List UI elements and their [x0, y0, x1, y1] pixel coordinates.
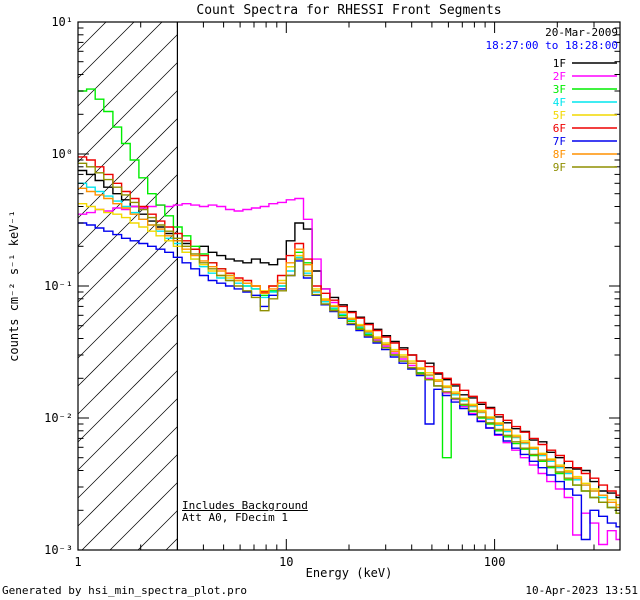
- note-attenuator-state: Att A0, FDecim 1: [182, 511, 288, 524]
- legend-label-5F: 5F: [553, 109, 566, 122]
- series-line-5F: [78, 203, 620, 506]
- series-line-8F: [78, 187, 620, 509]
- legend-label-8F: 8F: [553, 148, 566, 161]
- legend-label-2F: 2F: [553, 70, 566, 83]
- series-line-9F: [78, 162, 620, 514]
- y-tick-label: 10⁻²: [44, 411, 73, 425]
- legend-label-6F: 6F: [553, 122, 566, 135]
- observation-time-range: 18:27:00 to 18:28:00: [485, 39, 618, 52]
- legend-label-3F: 3F: [553, 83, 566, 96]
- observation-date: 20-Mar-2009: [545, 26, 618, 39]
- x-axis-label: Energy (keV): [305, 566, 393, 580]
- y-tick-label: 10⁻¹: [44, 279, 73, 293]
- legend-label-9F: 9F: [553, 161, 566, 174]
- legend-label-4F: 4F: [553, 96, 566, 109]
- series-line-2F: [78, 197, 620, 546]
- axes: 1 10 100 10¹ 10⁰ 10⁻¹ 10⁻² 10⁻³: [44, 15, 621, 569]
- series-line-3F: [78, 88, 620, 514]
- x-tick-label: 100: [484, 555, 506, 569]
- legend-label-7F: 7F: [553, 135, 566, 148]
- hatch-region: [78, 22, 178, 550]
- legend-label-1F: 1F: [553, 57, 566, 70]
- generator-credit: Generated by hsi_min_spectra_plot.pro: [2, 584, 248, 597]
- chart-title: Count Spectra for RHESSI Front Segments: [196, 3, 502, 18]
- x-tick-label: 10: [279, 555, 293, 569]
- x-tick-label: 1: [74, 555, 81, 569]
- series-line-4F: [78, 182, 620, 509]
- plot-creation-datetime: 10-Apr-2023 13:51: [525, 584, 638, 597]
- y-tick-label: 10⁰: [51, 147, 73, 161]
- series-line-7F: [78, 222, 620, 541]
- series-line-1F: [78, 169, 620, 499]
- y-axis-label: counts cm⁻² s⁻¹ keV⁻¹: [7, 210, 21, 362]
- y-tick-label: 10⁻³: [44, 543, 73, 557]
- series-line-6F: [78, 156, 620, 496]
- series-group: [78, 88, 620, 546]
- note-includes-background: Includes Background: [182, 499, 308, 512]
- y-tick-label: 10¹: [51, 15, 73, 29]
